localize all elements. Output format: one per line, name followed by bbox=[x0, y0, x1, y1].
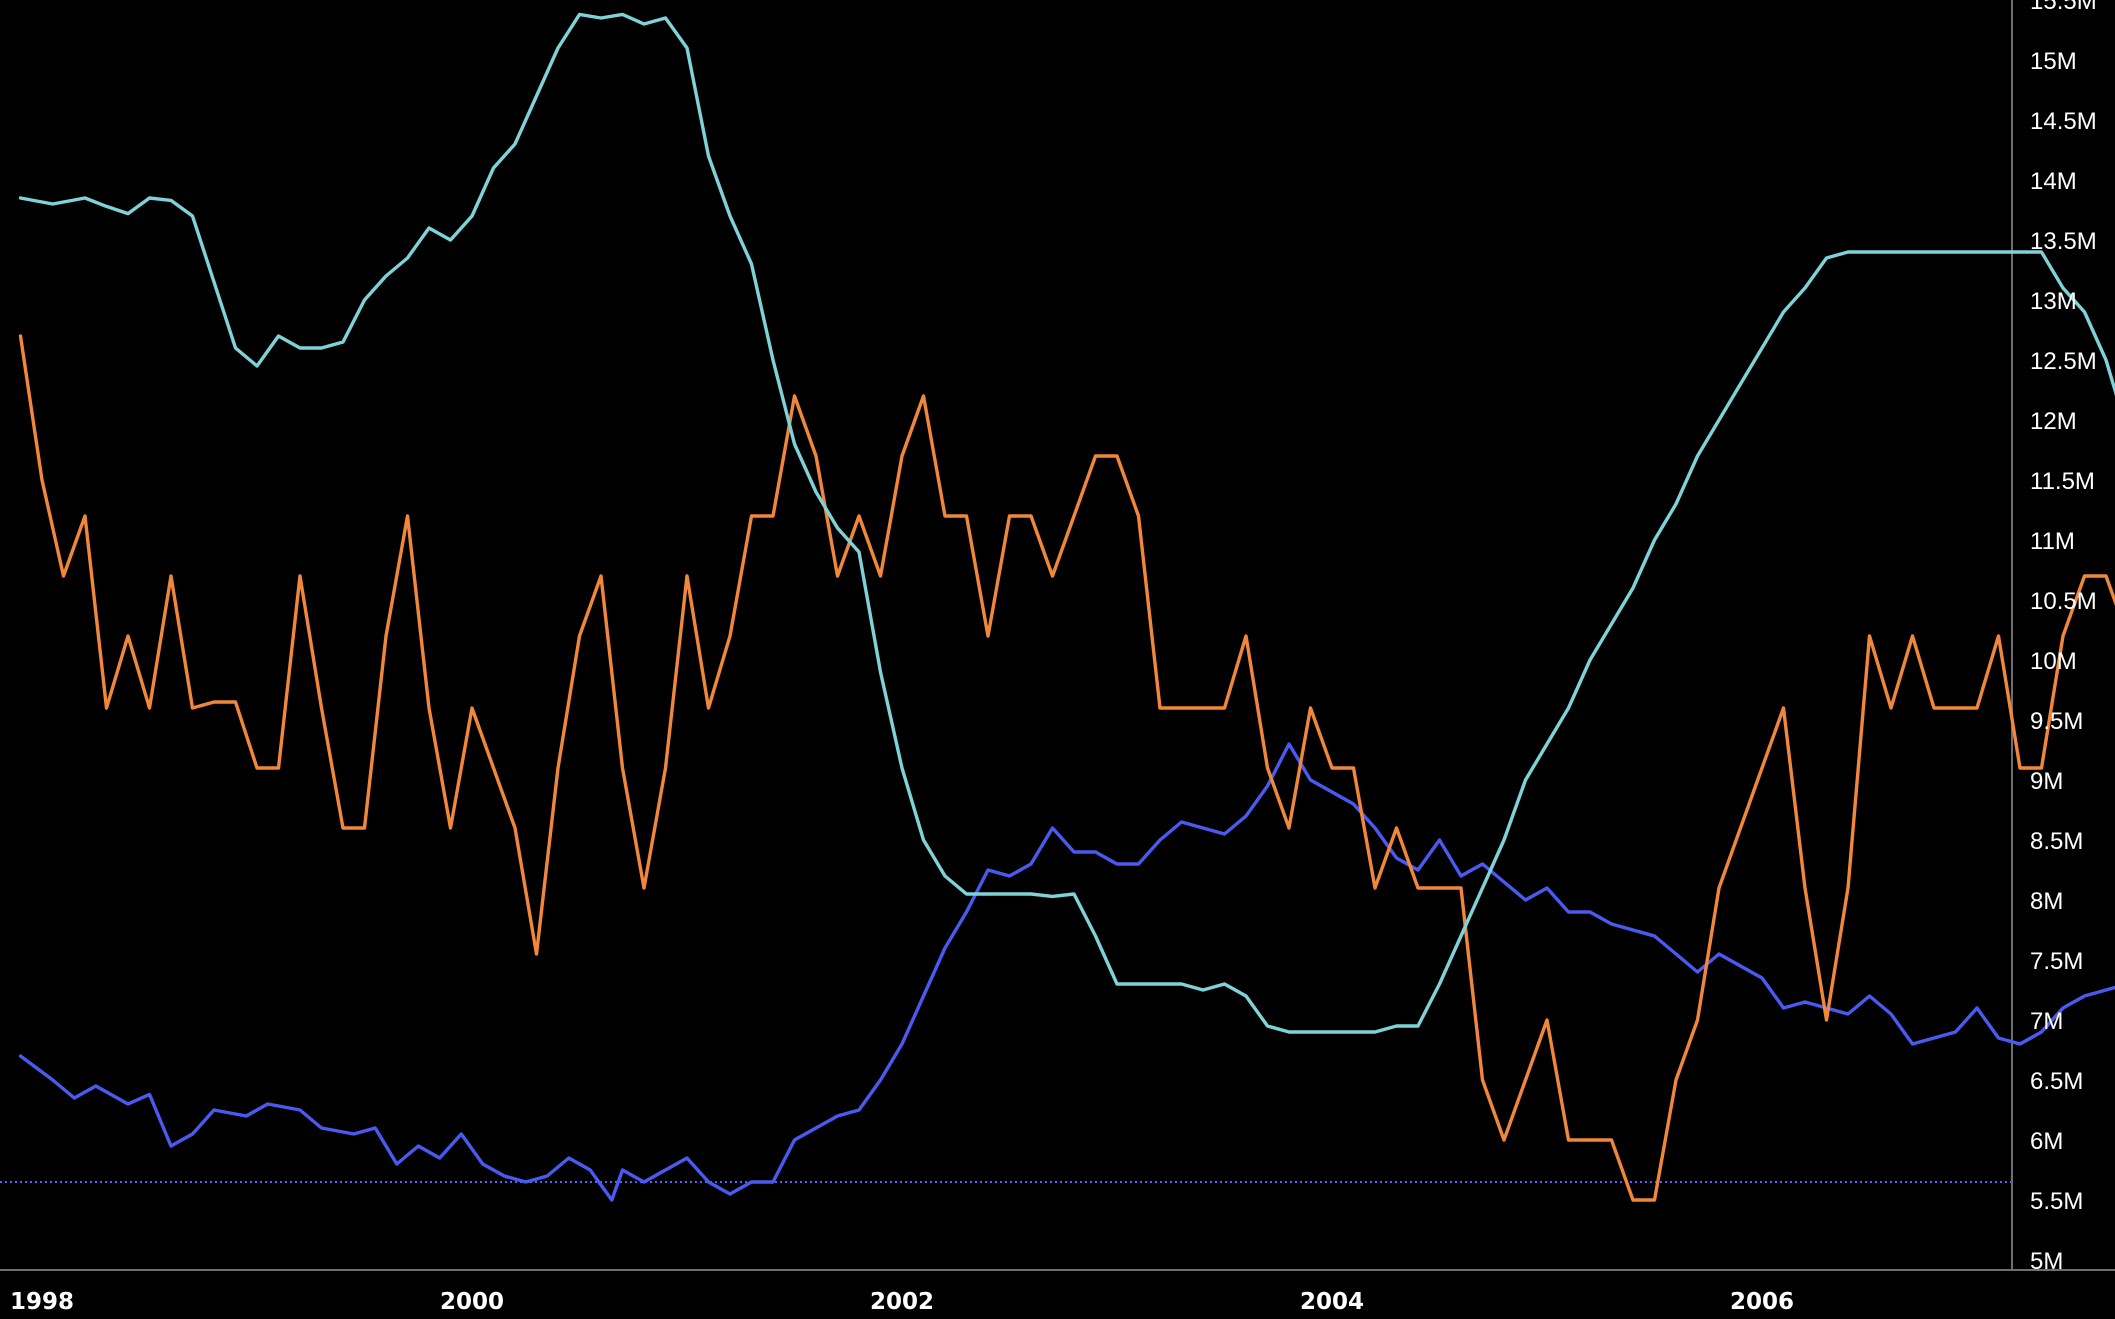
y-tick-label: 12M bbox=[2030, 408, 2077, 435]
axes bbox=[0, 0, 2115, 1271]
x-tick-label: 2004 bbox=[1300, 1289, 1364, 1315]
series-line-3 bbox=[18, 12, 2115, 1034]
y-tick-label: 8M bbox=[2030, 888, 2063, 915]
x-tick-label: 1998 bbox=[10, 1289, 74, 1315]
series-layer bbox=[18, 12, 2115, 1202]
y-tick-label: 5.5M bbox=[2030, 1188, 2083, 1215]
y-tick-label: 10M bbox=[2030, 648, 2077, 675]
y-tick-label: 8.5M bbox=[2030, 828, 2083, 855]
x-tick-label: 2002 bbox=[870, 1289, 934, 1315]
y-tick-label: 11.5M bbox=[2030, 468, 2095, 495]
y-tick-label: 5M bbox=[2030, 1248, 2063, 1275]
y-tick-label: 15.5M bbox=[2030, 0, 2097, 15]
y-tick-label: 14.5M bbox=[2030, 108, 2097, 135]
series-line-1 bbox=[18, 742, 2115, 1202]
y-tick-label: 15M bbox=[2030, 48, 2077, 75]
x-tick-label: 2000 bbox=[440, 1289, 504, 1315]
y-tick-label: 12.5M bbox=[2030, 348, 2097, 375]
y-tick-label: 9.5M bbox=[2030, 708, 2083, 735]
y-tick-label: 10.5M bbox=[2030, 588, 2097, 615]
y-tick-label: 14M bbox=[2030, 168, 2077, 195]
y-tick-label: 7.5M bbox=[2030, 948, 2083, 975]
y-tick-label: 13.5M bbox=[2030, 228, 2097, 255]
y-tick-label: 6M bbox=[2030, 1128, 2063, 1155]
series-line-2 bbox=[18, 334, 2115, 1202]
y-tick-label: 9M bbox=[2030, 768, 2063, 795]
y-tick-label: 6.5M bbox=[2030, 1068, 2083, 1095]
tick-labels: 5M 5.5M 6M 6.5M 7M 7.5M 8M 8.5M 9M 9.5M 10M 10.5M 11… bbox=[10, 0, 2097, 1315]
y-tick-label: 13M bbox=[2030, 288, 2077, 315]
y-tick-label: 7M bbox=[2030, 1008, 2063, 1035]
y-tick-label: 11M bbox=[2030, 528, 2075, 555]
x-tick-label: 2006 bbox=[1730, 1289, 1794, 1315]
